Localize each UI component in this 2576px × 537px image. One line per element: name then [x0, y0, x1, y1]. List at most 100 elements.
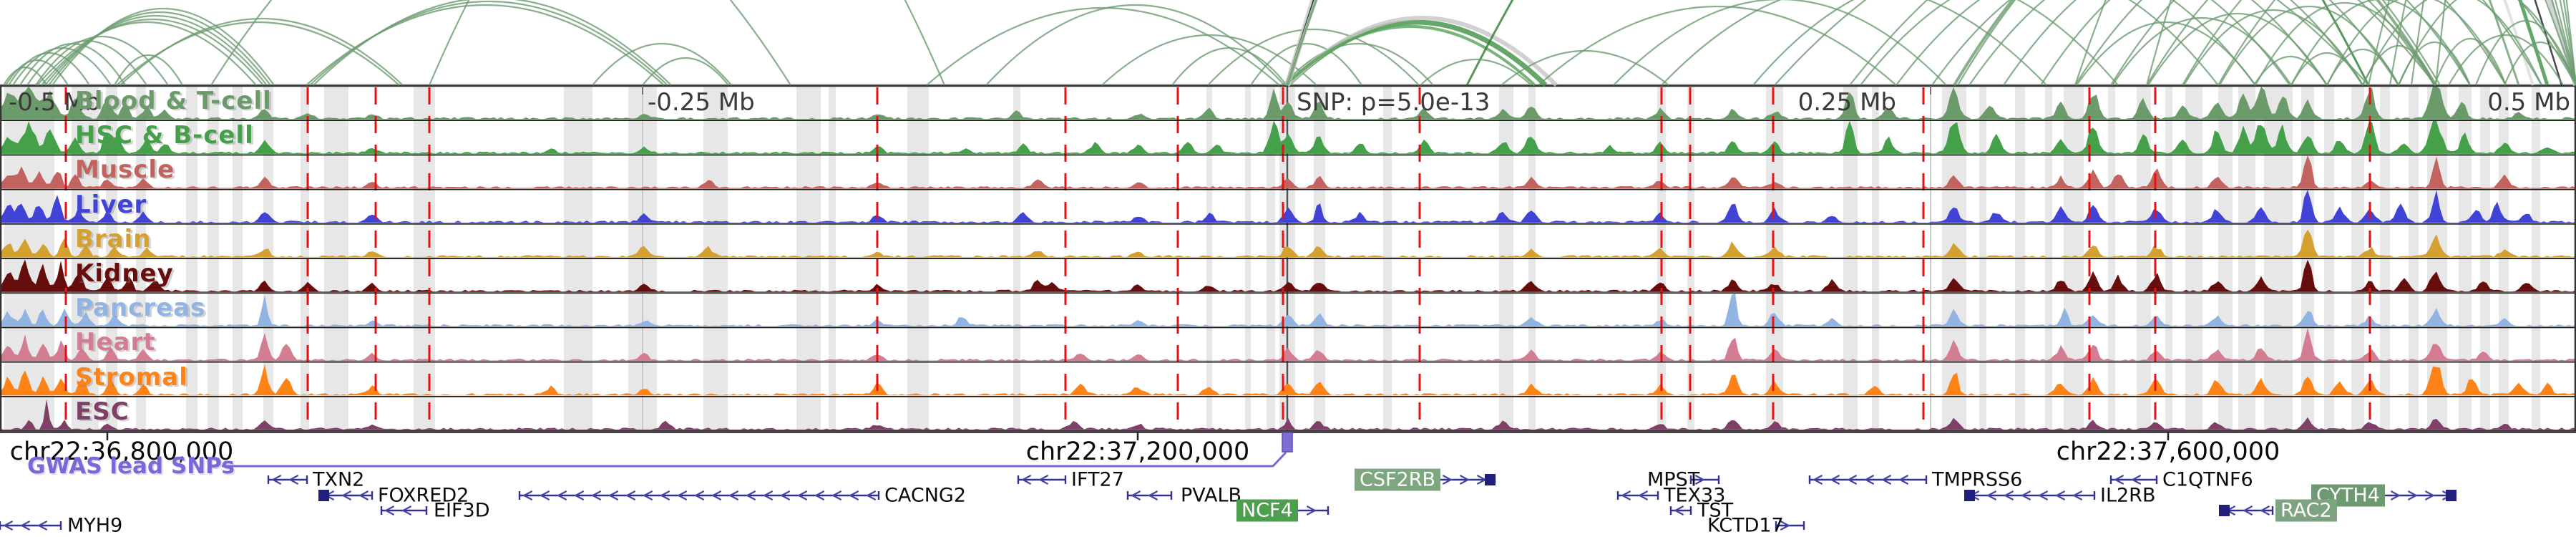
strand-left-arrow-icon — [2021, 490, 2031, 500]
gene-label-cacng2: CACNG2 — [884, 484, 966, 507]
strand-left-arrow-icon — [1847, 475, 1858, 485]
interaction-arc — [2146, 0, 2507, 86]
track-label-hsc-b-cell: HSC & B-cell — [75, 121, 254, 150]
interaction-arc — [1661, 0, 2047, 86]
interaction-arc — [52, 7, 275, 86]
interaction-arc — [2397, 0, 2576, 86]
interaction-arc — [2326, 48, 2399, 86]
gene-label-ift27: IFT27 — [1071, 468, 1124, 491]
exon-box — [2219, 505, 2230, 516]
gene-label-rac2: RAC2 — [2275, 499, 2337, 522]
interaction-arc — [2003, 0, 2363, 86]
exon-box — [318, 490, 329, 501]
interaction-arc — [2040, 0, 2399, 86]
track-label-pancreas: Pancreas — [75, 294, 206, 323]
gene-glyph-tex33 — [1616, 490, 1659, 500]
offset-label-plus-025mb: 0.25 Mb — [1797, 88, 1896, 117]
interaction-arc — [41, 19, 264, 86]
signal-area-muscle — [0, 155, 2576, 189]
interaction-arc — [5, 59, 69, 86]
interaction-arc — [985, 4, 1285, 86]
strand-right-arrow-icon — [2407, 490, 2418, 500]
strand-left-arrow-icon — [866, 490, 877, 500]
interaction-arc — [1849, 0, 2436, 86]
gene-glyph-tst — [1669, 505, 1692, 516]
gene-label-ncf4: NCF4 — [1236, 499, 1298, 522]
strand-left-arrow-icon — [271, 475, 282, 485]
gene-label-c1qtnf6: C1QTNF6 — [2162, 468, 2253, 491]
interaction-arc — [210, 0, 791, 86]
track-label-stromal: Stromal — [75, 362, 188, 392]
strand-left-arrow-icon — [1674, 505, 1684, 516]
gene-label-mpst: MPST — [1647, 468, 1700, 491]
strand-left-arrow-icon — [522, 490, 533, 500]
strand-right-arrow-icon — [1459, 475, 1470, 485]
gene-glyph-pvalb — [1126, 490, 1173, 500]
strand-left-arrow-icon — [1021, 475, 1032, 485]
strand-left-arrow-icon — [37, 521, 48, 531]
track-label-blood-t-cell: Blood & T-cell — [75, 87, 272, 115]
strand-left-arrow-icon — [2072, 490, 2083, 500]
interaction-arc — [1284, 25, 1536, 87]
strand-left-arrow-icon — [711, 490, 722, 500]
strand-left-arrow-icon — [20, 521, 31, 531]
interaction-arc — [1953, 0, 2437, 87]
interaction-arc — [428, 0, 946, 86]
interaction-arc — [592, 43, 732, 86]
signal-area-hsc-b-cell — [0, 120, 2576, 154]
interaction-arc — [1101, 34, 1317, 86]
strand-left-arrow-icon — [2131, 475, 2142, 485]
interaction-arc — [2474, 19, 2576, 86]
interaction-arc — [313, 0, 672, 86]
exon-box — [1485, 474, 1496, 485]
gene-glyph-myh9 — [0, 521, 62, 531]
strand-left-arrow-icon — [831, 490, 842, 500]
interaction-arcs — [3, 0, 2576, 87]
gene-glyph-ift27 — [1017, 475, 1067, 485]
interaction-arc — [2290, 52, 2363, 86]
strand-left-arrow-icon — [1881, 475, 1892, 485]
interaction-arc — [1250, 42, 1362, 86]
strand-left-arrow-icon — [2114, 475, 2124, 485]
gene-glyph-kctd17 — [1775, 521, 1805, 531]
gene-glyph-il2rb — [1964, 490, 2096, 501]
strand-left-arrow-icon — [677, 490, 688, 500]
interaction-arc — [2255, 2, 2435, 86]
gwas-lead-snps-label: GWAS lead SNPs — [27, 453, 235, 479]
offset-label-minus-05mb: -0.5 Mb — [9, 88, 101, 117]
track-label-esc: ESC — [75, 397, 130, 426]
interaction-arc — [1207, 28, 1420, 86]
gene-glyph-foxred2 — [318, 490, 374, 501]
strand-left-arrow-icon — [746, 490, 756, 500]
track-label-heart: Heart — [75, 328, 156, 357]
strand-left-arrow-icon — [1830, 475, 1840, 485]
signal-area-liver — [0, 190, 2576, 223]
strand-right-arrow-icon — [2390, 490, 2401, 500]
strand-left-arrow-icon — [780, 490, 791, 500]
gene-label-tex33: TEX33 — [1664, 484, 1726, 507]
gene-glyph-rac2 — [2219, 505, 2274, 516]
interaction-arc — [2110, 0, 2471, 86]
strand-left-arrow-icon — [643, 490, 653, 500]
interaction-arc — [1465, 0, 2370, 86]
signal-area-stromal — [0, 364, 2576, 396]
gene-label-foxred2: FOXRED2 — [378, 484, 469, 507]
offset-label-plus-05mb: 0.5 Mb — [2487, 88, 2570, 117]
strand-left-arrow-icon — [591, 490, 602, 500]
signal-area-brain — [0, 229, 2576, 258]
gene-label-csf2rb: CSF2RB — [1355, 468, 1440, 491]
interaction-arc — [1613, 0, 1947, 86]
interaction-arc — [1860, 0, 2219, 86]
strand-left-arrow-icon — [2055, 490, 2066, 500]
gene-glyph-c1qtnf6 — [2109, 475, 2158, 485]
interaction-arc — [642, 57, 729, 86]
gene-glyph-cacng2 — [518, 490, 880, 500]
strand-left-arrow-icon — [1638, 490, 1649, 500]
strand-left-arrow-icon — [1148, 490, 1158, 500]
strand-right-arrow-icon — [1694, 475, 1705, 485]
gene-label-txn2: TXN2 — [313, 468, 365, 491]
interaction-arc — [2433, 38, 2507, 86]
interaction-arc — [2147, 12, 2328, 86]
